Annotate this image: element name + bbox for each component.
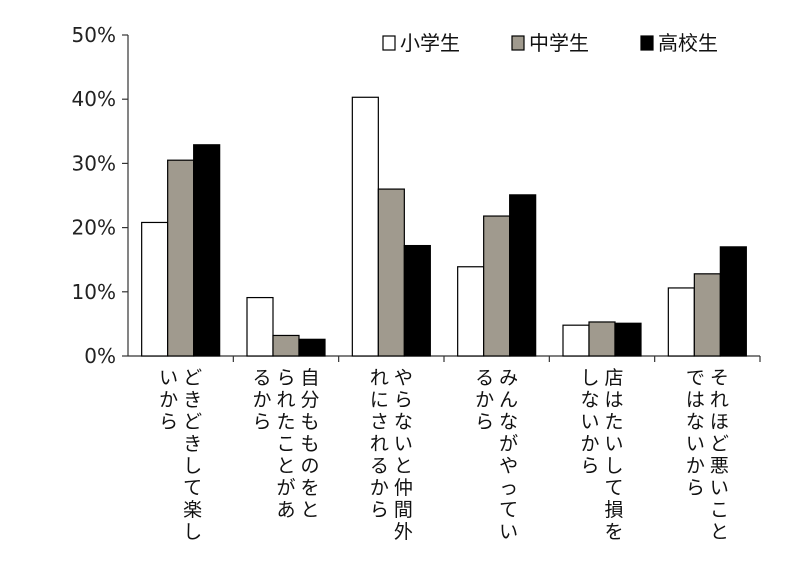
bar-小学生-5 <box>667 287 695 357</box>
category-label-4-line-0: 店はたいして損を <box>604 367 623 543</box>
category-label-4-line-1: しないから <box>580 367 599 477</box>
legend-swatch-2 <box>640 35 654 51</box>
category-label-2-line-0: やらないと仲間外 <box>394 367 413 543</box>
category-label-1-line-1: られたことがあ <box>276 367 295 521</box>
y-tick-label: 30% <box>72 151 116 175</box>
bar-高校生-1 <box>298 338 326 357</box>
legend-swatch-0 <box>382 35 396 51</box>
bar-高校生-4 <box>614 322 642 357</box>
y-tick-label: 0% <box>84 344 116 368</box>
bar-中学生-1 <box>272 334 300 357</box>
category-label-5-line-0: それほど悪いこと <box>710 367 729 543</box>
bar-小学生-3 <box>457 266 485 357</box>
bar-中学生-2 <box>377 188 405 357</box>
category-labels: どきどきして楽しいから自分もものをとられたことがあるからやらないと仲間外れにされ… <box>159 367 729 543</box>
y-tick-label: 40% <box>72 87 116 111</box>
y-axis: 0% 10% 20% 30% 40% 50% <box>72 23 761 368</box>
y-tick-label: 20% <box>72 216 116 240</box>
legend-swatch-1 <box>511 35 525 51</box>
bar-中学生-3 <box>483 215 511 357</box>
category-label-5-line-1: ではないから <box>686 367 705 499</box>
category-label-1-line-2: るから <box>252 367 271 433</box>
bar-中学生-4 <box>588 321 616 357</box>
legend-label-1: 中学生 <box>529 31 589 55</box>
bar-高校生-5 <box>719 246 747 357</box>
category-label-0-line-1: いから <box>159 367 178 433</box>
bar-中学生-0 <box>167 159 195 357</box>
bar-高校生-3 <box>509 194 537 357</box>
category-label-3-line-1: るから <box>475 367 494 433</box>
category-label-0-line-0: どきどきして楽し <box>183 367 202 543</box>
bar-小学生-4 <box>562 324 590 357</box>
bar-小学生-0 <box>141 221 169 357</box>
category-label-2-line-1: れにされるから <box>370 367 389 521</box>
bar-高校生-2 <box>403 244 431 357</box>
y-tick-label: 10% <box>72 280 116 304</box>
legend-label-2: 高校生 <box>658 31 718 55</box>
y-tick-label: 50% <box>72 23 116 47</box>
category-label-1-line-0: 自分もものをと <box>300 367 319 521</box>
bar-高校生-0 <box>193 144 221 357</box>
bars <box>141 96 747 357</box>
bar-小学生-2 <box>351 96 379 357</box>
category-label-3-line-0: みんながやってい <box>499 367 518 543</box>
legend-label-0: 小学生 <box>400 31 460 55</box>
legend: 小学生 中学生 高校生 <box>382 31 718 55</box>
bar-中学生-5 <box>693 273 721 357</box>
bar-小学生-1 <box>246 296 274 357</box>
